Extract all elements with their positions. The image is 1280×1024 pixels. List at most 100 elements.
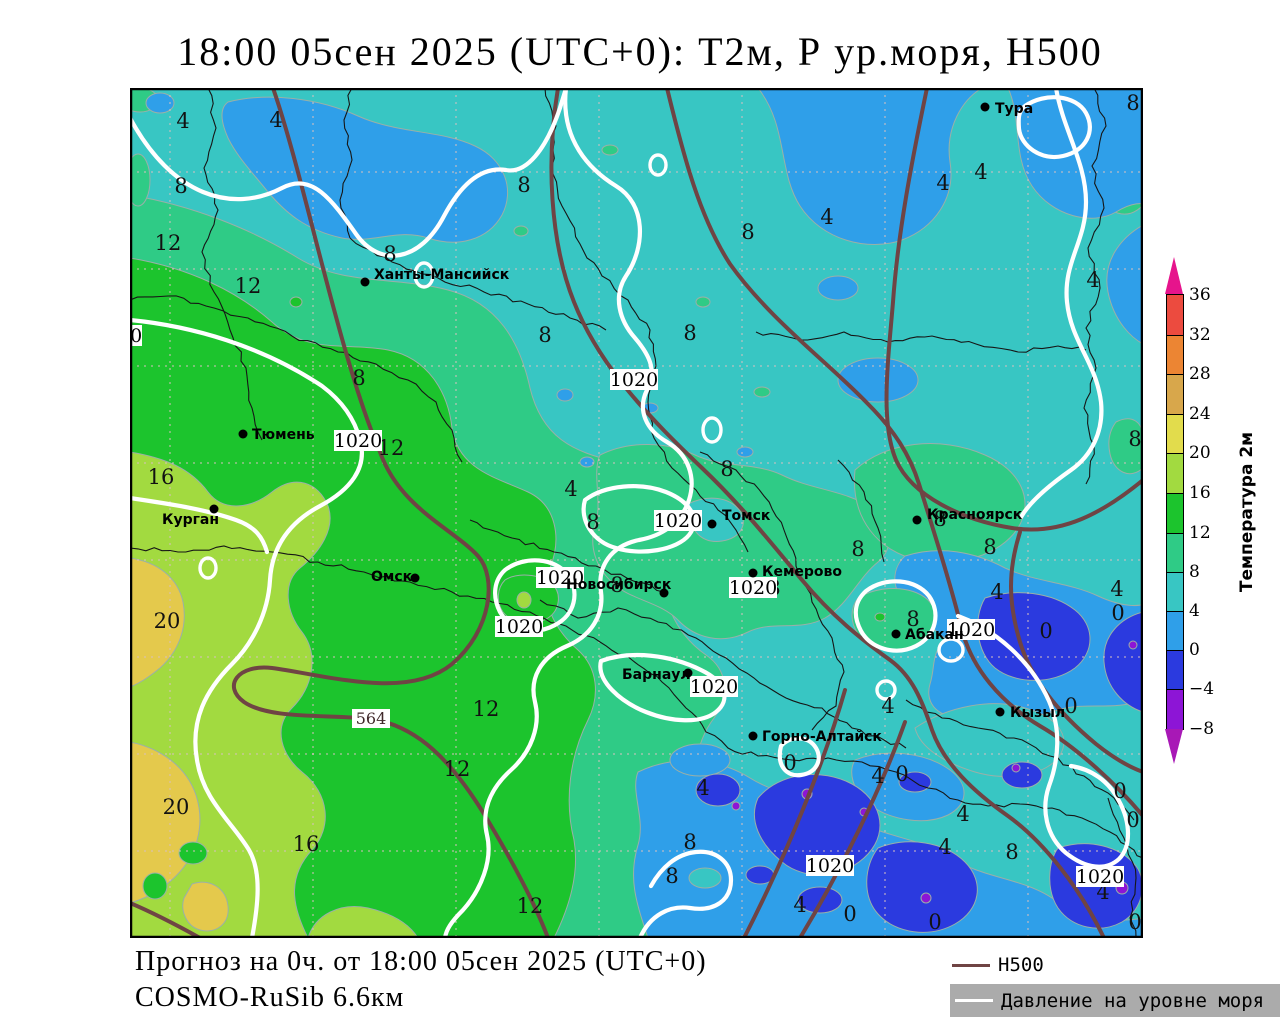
- city-dot: [410, 573, 420, 583]
- city-marker: Томск: [707, 508, 771, 529]
- isobar-line: [130, 317, 364, 938]
- temp-contour-label: 8: [906, 607, 919, 631]
- city-dot: [360, 277, 370, 287]
- forecast-info-line: Прогноз на 0ч. от 18:00 05сен 2025 (UTC+…: [135, 946, 707, 977]
- isobar-line: [1016, 95, 1092, 160]
- isobar-line: [1018, 88, 1104, 520]
- svg-text:1020: 1020: [610, 369, 658, 391]
- temp-contour-label: 8: [933, 507, 946, 531]
- temp-contour-label: 8: [517, 173, 530, 197]
- city-marker: Абакан: [891, 627, 964, 643]
- temp-contour-label: 0: [1126, 808, 1139, 832]
- scale-tick-label: −4: [1189, 679, 1215, 699]
- svg-text:1020: 1020: [130, 325, 142, 347]
- temp-contour-label: 20: [163, 795, 190, 819]
- svg-text:1020: 1020: [1076, 866, 1124, 888]
- scale-color-block: [1167, 374, 1183, 414]
- temp-contour-label: 0: [895, 762, 908, 786]
- city-dot: [707, 519, 717, 529]
- temp-contour-label: 4: [1086, 268, 1099, 292]
- temp-contour-label: 0: [783, 751, 796, 775]
- temp-contour-label: 8: [383, 242, 396, 266]
- temp-contour-label: 8: [1128, 427, 1141, 451]
- scale-color-block: [1167, 572, 1183, 611]
- scale-tick-label: 36: [1189, 285, 1211, 305]
- h500-contour-line: [665, 88, 1143, 818]
- admin-boundary-line: [544, 88, 749, 553]
- temp-contour-label: 4: [793, 893, 806, 917]
- h500-contour-line: [742, 688, 847, 938]
- city-marker: Красноярск: [912, 507, 1023, 525]
- legend-pressure: Давление на уровне моря: [950, 984, 1280, 1017]
- city-dot: [891, 629, 901, 639]
- admin-boundary-line: [1107, 797, 1137, 938]
- scale-tick-label: 24: [1189, 404, 1211, 424]
- city-marker: Омск: [371, 569, 420, 585]
- scale-tick-label: 16: [1189, 483, 1211, 503]
- isobar-line: [581, 484, 697, 554]
- temp-contour-label: 8: [1005, 840, 1018, 864]
- scale-tick-label: 0: [1189, 640, 1200, 660]
- isobar-ring: [413, 261, 435, 289]
- page-title: 18:00 05сен 2025 (UTC+0): Т2м, Р ур.моря…: [177, 29, 1103, 74]
- isobar-label: 1020: [654, 510, 702, 532]
- temp-contour-label: 0: [1064, 694, 1077, 718]
- scale-color-block: [1167, 650, 1183, 689]
- isobar-line: [598, 652, 727, 723]
- scale-color-block: [1167, 689, 1183, 729]
- temp-contour-label: 16: [148, 465, 175, 489]
- city-dot: [238, 429, 248, 439]
- temp-contour-label: 4: [936, 171, 949, 195]
- h500-line-swatch: [952, 963, 990, 967]
- temp-contour-label: 8: [851, 537, 864, 561]
- city-marker: Ханты-Мансийск: [360, 267, 510, 287]
- city-marker: Барнаул: [622, 667, 693, 683]
- temp-contour-label: 16: [293, 832, 320, 856]
- city-label: Кемерово: [762, 564, 842, 580]
- city-label: Абакан: [905, 627, 964, 643]
- isobar-label: 1020: [334, 430, 382, 452]
- svg-text:1020: 1020: [334, 430, 382, 452]
- temp-contour-label: 12: [378, 436, 405, 460]
- temp-contour-label: 8: [538, 323, 551, 347]
- scale-arrow-bottom: [1165, 729, 1183, 764]
- svg-text:1020: 1020: [536, 567, 584, 589]
- scale-tick-label: 32: [1189, 325, 1211, 345]
- temp-contour-label: 4: [1110, 577, 1123, 601]
- temp-contour-label: 4: [564, 477, 577, 501]
- temp-contour-label: 8: [665, 864, 678, 888]
- isobar-line: [777, 736, 821, 778]
- city-dot: [980, 102, 990, 112]
- isobar-label: 1020: [690, 676, 738, 698]
- isobar-label: 1020: [495, 616, 543, 638]
- pressure-isobars: [130, 88, 1130, 938]
- temp-contour-label: 4: [956, 802, 969, 826]
- svg-text:1020: 1020: [654, 510, 702, 532]
- scale-color-block: [1167, 295, 1183, 335]
- temp-contour-label: 8: [741, 220, 754, 244]
- svg-text:1020: 1020: [947, 619, 995, 641]
- temp-contour-label: 4: [176, 109, 189, 133]
- temp-contour-label: 4: [881, 694, 894, 718]
- admin-boundary-line: [339, 88, 353, 239]
- city-label: Томск: [722, 508, 771, 524]
- city-label: Курган: [162, 512, 219, 528]
- scale-color-block: [1167, 533, 1183, 572]
- city-label: Омск: [371, 569, 413, 585]
- isobar-line: [130, 495, 270, 555]
- svg-text:564: 564: [356, 709, 387, 728]
- isobar-label: 1020: [1076, 866, 1124, 888]
- city-marker: Кызыл: [995, 705, 1065, 721]
- scale-color-block: [1167, 335, 1183, 374]
- scale-color-block: [1167, 453, 1183, 493]
- temp-contour-label: 8: [1126, 91, 1139, 115]
- temp-contour-label: 4: [269, 108, 282, 132]
- isobar-ring: [875, 679, 897, 701]
- scale-color-block: [1167, 611, 1183, 650]
- isobar-label: 1020: [729, 577, 777, 599]
- svg-text:1020: 1020: [806, 855, 854, 877]
- temp-contour-label: 8: [610, 573, 623, 597]
- pressure-line-swatch: [955, 999, 993, 1002]
- isobar-line: [442, 88, 694, 938]
